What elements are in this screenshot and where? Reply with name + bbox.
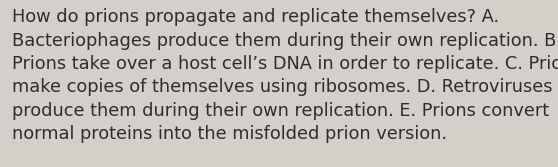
Text: How do prions propagate and replicate themselves? A.
Bacteriophages produce them: How do prions propagate and replicate th…: [12, 8, 558, 143]
